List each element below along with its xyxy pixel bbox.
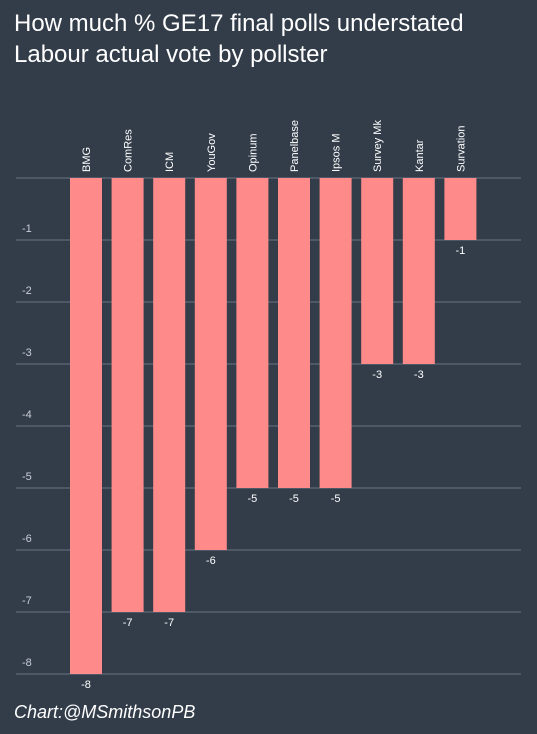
bar-value-label: -5	[289, 493, 299, 505]
bar	[111, 178, 144, 612]
bar	[319, 178, 352, 488]
category-label: Kantar	[414, 139, 426, 172]
y-tick-label: -1	[22, 223, 32, 235]
bar-value-label: -7	[123, 617, 133, 629]
category-label: Survation	[455, 126, 467, 172]
category-label: Opinum	[247, 133, 259, 172]
label-layer: -1 -2 -3 -4 -5 -6 -7 -8 -8 BMG -7 ComRes -7 ICM -6 YouG…	[22, 120, 467, 691]
y-tick-label: -3	[22, 347, 32, 359]
bar-value-label: -8	[81, 679, 91, 691]
category-label: YouGov	[206, 133, 218, 172]
bar	[444, 178, 477, 240]
category-label: ComRes	[123, 129, 135, 172]
bar-value-label: -3	[414, 369, 424, 381]
bar-value-label: -7	[164, 617, 174, 629]
chart-credit: Chart:@MSmithsonPB	[14, 702, 196, 722]
bar-value-label: -3	[372, 369, 382, 381]
y-tick-label: -2	[22, 285, 32, 297]
category-label: Survey Mk	[372, 120, 384, 172]
bar	[70, 178, 102, 674]
bar	[402, 178, 435, 364]
y-tick-label: -8	[22, 657, 32, 669]
bar-value-label: -5	[331, 493, 341, 505]
category-label: Ipsos M	[331, 133, 343, 172]
category-label: BMG	[81, 147, 93, 172]
category-label: Panelbase	[289, 120, 301, 172]
bar	[361, 178, 394, 364]
y-tick-label: -4	[22, 409, 32, 421]
bar	[153, 178, 186, 612]
y-tick-label: -7	[22, 595, 32, 607]
y-tick-label: -5	[22, 471, 32, 483]
bar	[236, 178, 269, 488]
chart-title: How much % GE17 final polls understated …	[14, 8, 529, 70]
y-tick-label: -6	[22, 533, 32, 545]
bar-value-label: -6	[206, 555, 216, 567]
bar-value-label: -5	[248, 493, 258, 505]
bar-layer	[70, 178, 477, 674]
bar	[194, 178, 227, 550]
category-label: ICM	[164, 152, 176, 172]
chart-title-line-2: Labour actual vote by pollster	[14, 41, 328, 68]
bar	[278, 178, 310, 488]
bar-value-label: -1	[456, 245, 466, 257]
chart-title-line-1: How much % GE17 final polls understated	[14, 10, 464, 37]
